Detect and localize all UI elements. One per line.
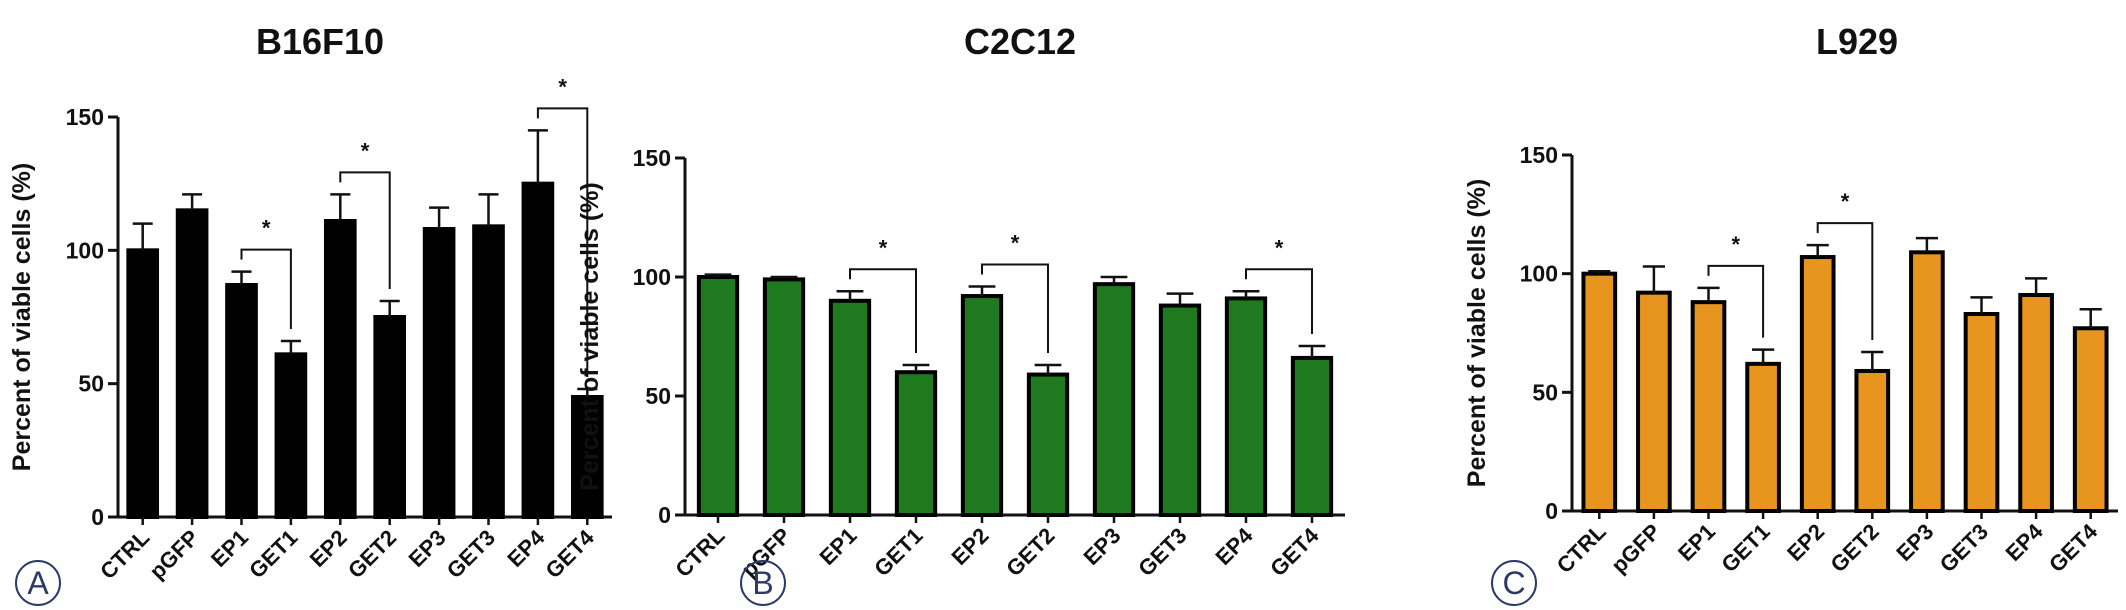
panel-letter: C bbox=[1502, 565, 1525, 601]
category-label: EP1 bbox=[814, 523, 861, 570]
category-label: EP3 bbox=[1891, 519, 1938, 566]
y-tick-label: 150 bbox=[1520, 142, 1558, 168]
bar bbox=[1636, 290, 1672, 513]
bar bbox=[2018, 293, 2054, 513]
category-label: GET2 bbox=[343, 525, 401, 583]
y-axis-label: Percent of viable cells (%) bbox=[1463, 179, 1491, 487]
category-label: GET1 bbox=[869, 523, 927, 581]
y-tick-label: 150 bbox=[633, 145, 671, 171]
bar bbox=[2072, 326, 2109, 513]
chart-title: B16F10 bbox=[256, 21, 384, 62]
y-tick-label: 100 bbox=[1520, 261, 1558, 287]
y-axis-label: Percent of viable cells (%) bbox=[8, 163, 36, 471]
bar bbox=[1690, 300, 1727, 513]
significance-bracket bbox=[240, 248, 292, 329]
y-tick-label: 0 bbox=[1545, 498, 1558, 524]
y-axis-label: Percent of viable cells (%) bbox=[576, 182, 604, 490]
y-tick-label: 50 bbox=[1532, 379, 1558, 405]
category-label: GET1 bbox=[244, 525, 302, 583]
bar bbox=[274, 352, 308, 520]
panel-letter-circle bbox=[740, 560, 786, 606]
category-label: GET2 bbox=[1826, 519, 1884, 577]
significance-bracket bbox=[536, 107, 589, 377]
bar bbox=[323, 219, 357, 519]
panel-letter: B bbox=[752, 565, 773, 601]
bar bbox=[828, 298, 872, 517]
bar bbox=[960, 294, 1004, 518]
y-tick-label: 0 bbox=[658, 502, 671, 528]
category-label: CTRL bbox=[1552, 519, 1611, 578]
significance-star: * bbox=[361, 138, 370, 163]
significance-star: * bbox=[1275, 235, 1284, 260]
bar bbox=[126, 248, 160, 519]
bar bbox=[175, 208, 209, 519]
significance-bracket bbox=[1245, 268, 1313, 335]
category-label: EP1 bbox=[1673, 519, 1720, 566]
significance-bracket bbox=[339, 171, 391, 289]
category-label: GET3 bbox=[1133, 523, 1191, 581]
significance-bracket bbox=[981, 263, 1049, 354]
bar bbox=[894, 370, 938, 518]
bar bbox=[225, 283, 258, 519]
significance-star: * bbox=[262, 216, 271, 241]
significance-star: * bbox=[1732, 232, 1741, 257]
bar bbox=[1092, 282, 1136, 518]
bar bbox=[1909, 250, 1945, 513]
category-label: pGFP bbox=[1606, 519, 1665, 578]
category-label: EP4 bbox=[1210, 522, 1258, 570]
y-tick-label: 100 bbox=[66, 237, 104, 263]
bar bbox=[373, 315, 407, 519]
bar bbox=[1581, 271, 1618, 513]
category-label: CTRL bbox=[670, 523, 729, 582]
y-tick-label: 0 bbox=[91, 504, 104, 530]
chart-panel-2: C2C12 Percent of viable cells (%) 0 50 100 15… bbox=[576, 21, 1345, 606]
bar bbox=[1745, 361, 1781, 513]
y-tick-label: 50 bbox=[78, 371, 104, 397]
bar bbox=[1026, 372, 1070, 517]
significance-star: * bbox=[1011, 231, 1020, 256]
category-label: EP2 bbox=[946, 523, 993, 570]
category-label: GET3 bbox=[1935, 519, 1993, 577]
chart-panel-3: L929 Percent of viable cells (%) 0 50 100 150… bbox=[1463, 21, 2118, 606]
y-tick-label: 150 bbox=[66, 104, 104, 130]
category-label: GET2 bbox=[1001, 523, 1059, 581]
bar bbox=[472, 224, 505, 519]
significance-bracket bbox=[849, 268, 917, 354]
bar bbox=[1224, 296, 1268, 518]
category-label: GET3 bbox=[442, 525, 500, 583]
category-label: GET4 bbox=[1265, 522, 1324, 581]
bar bbox=[570, 395, 604, 519]
category-label: EP3 bbox=[1078, 523, 1125, 570]
bar bbox=[422, 227, 456, 519]
significance-bracket bbox=[1707, 264, 1765, 338]
y-tick-label: 50 bbox=[645, 383, 671, 409]
bar bbox=[762, 277, 806, 517]
category-label: GET4 bbox=[541, 524, 600, 583]
bar bbox=[696, 275, 740, 517]
panel-letter-circle bbox=[15, 560, 61, 606]
category-label: EP4 bbox=[2001, 518, 2049, 566]
bar bbox=[1854, 368, 1891, 513]
panel-letter: A bbox=[27, 565, 49, 601]
y-tick-label: 100 bbox=[633, 264, 671, 290]
category-label: GET4 bbox=[2044, 518, 2103, 577]
chart-title: L929 bbox=[1816, 21, 1898, 62]
significance-bracket bbox=[1816, 222, 1874, 340]
bar bbox=[521, 181, 555, 520]
category-label: pGFP bbox=[144, 525, 203, 584]
category-label: GET1 bbox=[1716, 519, 1774, 577]
significance-star: * bbox=[558, 74, 567, 99]
category-label: EP2 bbox=[1782, 519, 1829, 566]
bar bbox=[1963, 312, 2000, 513]
bar bbox=[1799, 255, 1836, 514]
category-label: CTRL bbox=[95, 525, 154, 584]
significance-star: * bbox=[879, 235, 888, 260]
chart-title: C2C12 bbox=[964, 21, 1076, 62]
chart-panel-1: B16F10 Percent of viable cells (%) 0 50 100 1… bbox=[8, 21, 612, 606]
significance-star: * bbox=[1841, 189, 1850, 214]
bar bbox=[1158, 303, 1202, 517]
bar bbox=[1290, 355, 1334, 518]
panel-letter-circle bbox=[1491, 560, 1537, 606]
